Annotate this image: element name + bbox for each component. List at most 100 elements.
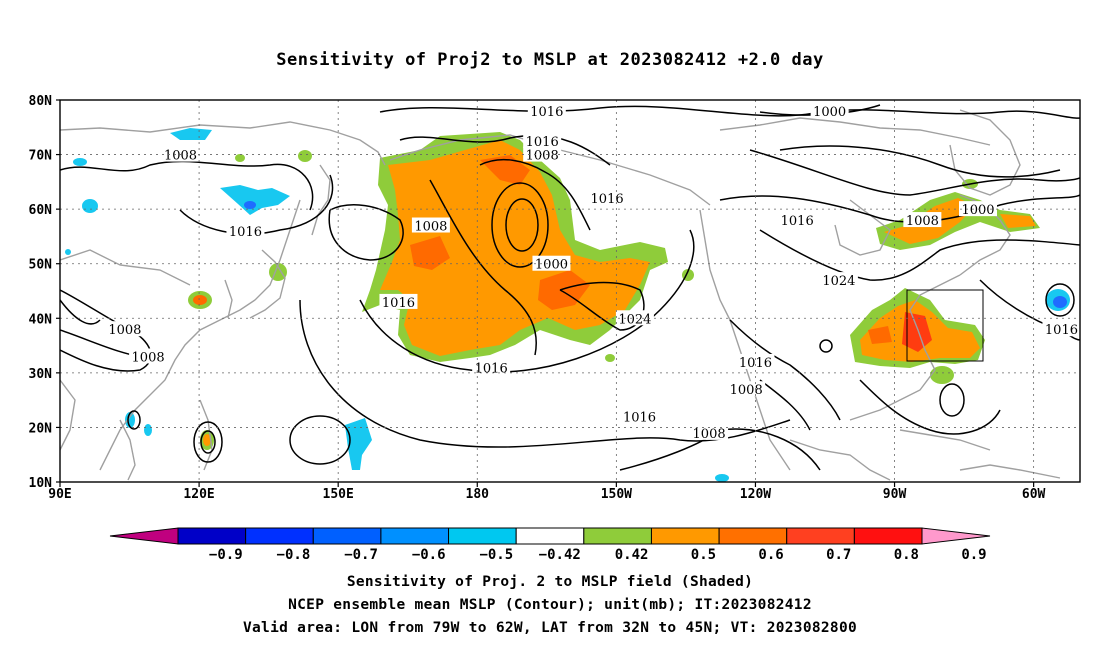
contour-label: 1008 (906, 214, 939, 229)
contour-label-bg (379, 293, 418, 309)
lon-label: 90E (48, 487, 71, 502)
coast-greenland (949, 109, 1021, 196)
lat-label: 30N (29, 367, 53, 382)
contour-label: 1008 (108, 323, 141, 338)
shade-spot-kamchatka-green (298, 150, 312, 162)
lon-label: 150E (323, 487, 354, 502)
colorbar-swatch (786, 527, 855, 545)
shade-spot-east-asia-core (193, 295, 207, 305)
contour-label: 1016 (623, 411, 656, 426)
colorbar-label: −0.5 (479, 547, 513, 563)
coast-japan (249, 249, 286, 319)
caption-line-3: Valid area: LON from 79W to 62W, LAT fro… (242, 620, 858, 636)
map-frame (59, 99, 1081, 483)
colorbar-left-triangle (109, 527, 179, 545)
colorbar-swatch (515, 527, 585, 545)
contour-label: 1016 (382, 296, 415, 311)
shade-spot-siberia-green (235, 154, 245, 162)
contour-label-bg (1042, 321, 1081, 337)
contour-typhoon-outer (193, 421, 223, 463)
lat-label: 50N (29, 258, 53, 273)
caption-line-2: NCEP ensemble mean MSLP (Contour); unit(… (288, 597, 812, 613)
contour-label-bg (959, 201, 997, 217)
lon-label: 150W (601, 487, 632, 502)
colorbar-label: 0.6 (758, 547, 783, 563)
lon-label: 120W (740, 487, 771, 502)
contour-tropic-closed (289, 415, 351, 465)
coast-asia-north (60, 121, 386, 166)
sensitivity-shading (65, 128, 1070, 482)
shade-spot-siberia-negative (220, 185, 290, 215)
contour-label: 1024 (822, 274, 855, 289)
contour-1008-aleutian (328, 204, 404, 261)
contour-label: 1008 (164, 149, 197, 164)
contour-label-bg (105, 321, 144, 337)
longitude-labels: 90E 120E 150E 180 150W 120W 90W 60W (48, 482, 1046, 502)
colorbar-swatch (245, 527, 314, 545)
coast-india (60, 379, 76, 451)
contour-1016-alaska (429, 179, 537, 356)
colorbar-label: −0.6 (412, 547, 446, 563)
contour-label: 1008 (526, 149, 559, 164)
colorbar-swatch (583, 527, 652, 545)
contour-1008-low (479, 158, 591, 231)
contour-label-bg (472, 359, 511, 375)
coast-indochina (119, 419, 136, 481)
colorbar-label: −0.7 (344, 547, 378, 563)
contour-label: 1016 (781, 214, 814, 229)
colorbar-label: 0.8 (894, 547, 919, 563)
contour-label-bg (523, 146, 562, 162)
contour-label: 1008 (414, 220, 447, 235)
colorbar-swatch (853, 527, 923, 545)
contour-label: 1008 (693, 427, 726, 442)
latitude-labels: 80N 70N 60N 50N 40N 30N 20N 10N (29, 94, 60, 491)
contour-florida-low (939, 383, 965, 417)
contour-1008-us (759, 379, 811, 431)
shade-spot-arctic-negative (170, 128, 212, 140)
contour-label-bg (810, 102, 849, 118)
lat-label: 10N (29, 476, 53, 491)
shade-spot-far-west-negative (73, 158, 87, 166)
shade-spot-tiny-negative (65, 249, 71, 255)
colorbar-label: −0.9 (209, 547, 243, 563)
colorbar-label: −0.42 (539, 547, 581, 563)
contour-label-bg (736, 353, 775, 369)
contour-label: 1016 (530, 105, 563, 120)
contour-label: 1016 (1045, 323, 1078, 338)
colorbar-right-triangle (921, 527, 991, 545)
shade-spot-philippines-core (203, 434, 211, 446)
contour-label-bg (690, 424, 729, 440)
shade-spot-gulf-green (930, 366, 954, 384)
contour-label-bg (778, 212, 817, 228)
contour-1008-west (60, 299, 101, 325)
shade-region-us-red (902, 312, 932, 352)
contour-label: 1000 (813, 105, 846, 120)
lat-label: 20N (29, 421, 53, 436)
contour-label-bg (161, 146, 200, 162)
contour-1016-low (399, 134, 611, 166)
contour-1008-asia (60, 160, 314, 211)
lat-label: 60N (29, 203, 53, 218)
contour-1000-low (491, 182, 549, 268)
coast-caribbean (899, 429, 991, 451)
colorbar-label: −0.8 (277, 547, 311, 563)
contour-label-bg (226, 222, 265, 238)
caption-line-1: Sensitivity of Proj. 2 to MSLP field (Sh… (346, 574, 754, 590)
shade-region-pacific-darkorange (480, 155, 530, 185)
colorbar-label: 0.9 (961, 547, 986, 563)
contour-label: 1016 (591, 192, 624, 207)
lat-label: 40N (29, 312, 53, 327)
contour-atlantic-low (1045, 283, 1075, 317)
contour-1024-canada (759, 229, 1080, 281)
coast-china-inland (60, 249, 191, 286)
shade-spot-west-negative (82, 199, 98, 213)
coast-south-america (959, 464, 1061, 479)
colorbar-label: 0.5 (691, 547, 716, 563)
contour-label-bg (727, 381, 766, 397)
contour-us-small (819, 339, 833, 353)
shade-region-atlantic-orange2 (1000, 214, 1036, 228)
lat-label: 80N (29, 94, 53, 109)
contour-label-bg (129, 348, 168, 364)
contour-label: 1024 (618, 312, 651, 327)
